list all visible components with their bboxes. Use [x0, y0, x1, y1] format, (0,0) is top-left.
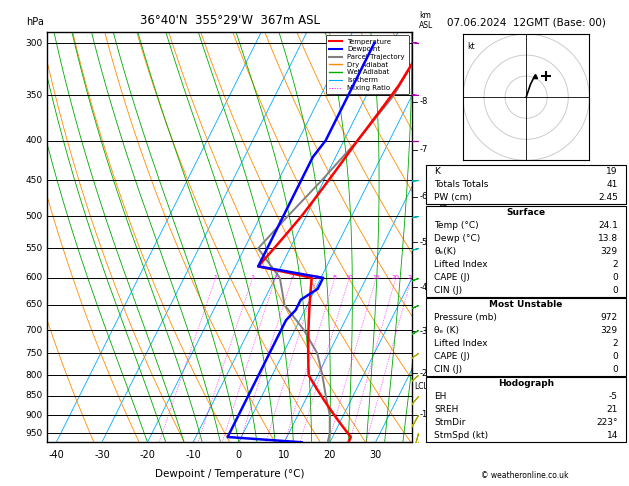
Text: PW (cm): PW (cm) — [435, 193, 472, 202]
Text: 800: 800 — [26, 371, 43, 380]
Text: 329: 329 — [601, 246, 618, 256]
Text: Temp (°C): Temp (°C) — [435, 221, 479, 229]
Text: Lifted Index: Lifted Index — [435, 339, 488, 348]
Text: 2: 2 — [612, 339, 618, 348]
Text: 650: 650 — [26, 300, 43, 310]
Text: 550: 550 — [26, 244, 43, 253]
Text: 20: 20 — [392, 276, 400, 280]
Text: 2.45: 2.45 — [598, 193, 618, 202]
Text: 14: 14 — [606, 431, 618, 440]
Text: Most Unstable: Most Unstable — [489, 300, 563, 309]
Text: -7: -7 — [420, 145, 428, 154]
Text: 400: 400 — [26, 136, 43, 145]
Text: StmSpd (kt): StmSpd (kt) — [435, 431, 489, 440]
Text: 0: 0 — [612, 365, 618, 374]
Text: Hodograph: Hodograph — [498, 379, 554, 388]
Text: -1: -1 — [420, 410, 428, 419]
Text: -3: -3 — [420, 327, 428, 335]
Text: StmDir: StmDir — [435, 418, 466, 427]
Text: 329: 329 — [601, 326, 618, 335]
Text: 1: 1 — [214, 276, 218, 280]
Text: -30: -30 — [94, 451, 110, 460]
Text: 900: 900 — [26, 411, 43, 419]
Text: -8: -8 — [420, 98, 428, 106]
Text: -20: -20 — [140, 451, 155, 460]
Text: 2: 2 — [251, 276, 255, 280]
Text: 4: 4 — [291, 276, 294, 280]
Text: CAPE (J): CAPE (J) — [435, 352, 470, 361]
Text: 24.1: 24.1 — [598, 221, 618, 229]
Text: 0: 0 — [612, 273, 618, 281]
Text: Pressure (mb): Pressure (mb) — [435, 313, 498, 322]
Text: 10: 10 — [278, 451, 291, 460]
Text: -10: -10 — [185, 451, 201, 460]
Text: 10: 10 — [345, 276, 353, 280]
Text: θₑ (K): θₑ (K) — [435, 326, 459, 335]
Text: Dewp (°C): Dewp (°C) — [435, 234, 481, 243]
Text: 600: 600 — [26, 273, 43, 282]
Text: CIN (J): CIN (J) — [435, 365, 462, 374]
Text: SREH: SREH — [435, 405, 459, 414]
Text: -40: -40 — [48, 451, 64, 460]
Text: -5: -5 — [420, 238, 428, 246]
Text: -6: -6 — [420, 192, 428, 201]
Text: θₑ(K): θₑ(K) — [435, 246, 457, 256]
Text: K: K — [435, 167, 440, 176]
Text: EH: EH — [435, 392, 447, 401]
Text: Totals Totals: Totals Totals — [435, 180, 489, 189]
Text: kt: kt — [467, 42, 475, 52]
Text: 450: 450 — [26, 176, 43, 185]
Text: 25: 25 — [408, 276, 415, 280]
Text: Surface: Surface — [506, 208, 546, 217]
Text: 223°: 223° — [596, 418, 618, 427]
Text: 850: 850 — [26, 391, 43, 400]
Text: 3: 3 — [274, 276, 277, 280]
Text: -5: -5 — [609, 392, 618, 401]
Text: 15: 15 — [372, 276, 380, 280]
Bar — [426, 298, 626, 376]
Text: 750: 750 — [26, 349, 43, 358]
Text: 2: 2 — [612, 260, 618, 269]
Text: © weatheronline.co.uk: © weatheronline.co.uk — [481, 471, 569, 480]
Text: 950: 950 — [26, 429, 43, 438]
Bar — [426, 377, 626, 442]
Text: 30: 30 — [369, 451, 382, 460]
Bar — [426, 165, 626, 204]
Text: CAPE (J): CAPE (J) — [435, 273, 470, 281]
Text: 6: 6 — [315, 276, 319, 280]
Text: 350: 350 — [26, 91, 43, 100]
Legend: Temperature, Dewpoint, Parcel Trajectory, Dry Adiabat, Wet Adiabat, Isotherm, Mi: Temperature, Dewpoint, Parcel Trajectory… — [326, 35, 408, 94]
Bar — [426, 206, 626, 296]
Text: 972: 972 — [601, 313, 618, 322]
Text: Lifted Index: Lifted Index — [435, 260, 488, 269]
Text: -2: -2 — [420, 369, 428, 378]
Text: 19: 19 — [606, 167, 618, 176]
Text: km
ASL: km ASL — [420, 11, 433, 30]
Text: 13.8: 13.8 — [598, 234, 618, 243]
Text: 500: 500 — [26, 211, 43, 221]
Text: 0: 0 — [236, 451, 242, 460]
Text: LCL: LCL — [414, 382, 428, 391]
Text: hPa: hPa — [26, 17, 43, 28]
Text: 20: 20 — [324, 451, 336, 460]
Text: CIN (J): CIN (J) — [435, 286, 462, 295]
Text: 41: 41 — [606, 180, 618, 189]
Text: Dewpoint / Temperature (°C): Dewpoint / Temperature (°C) — [155, 469, 304, 479]
Text: 07.06.2024  12GMT (Base: 00): 07.06.2024 12GMT (Base: 00) — [447, 17, 606, 27]
Text: 0: 0 — [612, 286, 618, 295]
Text: 300: 300 — [26, 38, 43, 48]
Text: 700: 700 — [26, 326, 43, 334]
Text: 36°40'N  355°29'W  367m ASL: 36°40'N 355°29'W 367m ASL — [140, 14, 320, 27]
Text: Mixing Ratio (g/kg): Mixing Ratio (g/kg) — [439, 200, 448, 274]
Text: 21: 21 — [606, 405, 618, 414]
Text: -4: -4 — [420, 283, 428, 292]
Text: 8: 8 — [333, 276, 337, 280]
Text: 0: 0 — [612, 352, 618, 361]
